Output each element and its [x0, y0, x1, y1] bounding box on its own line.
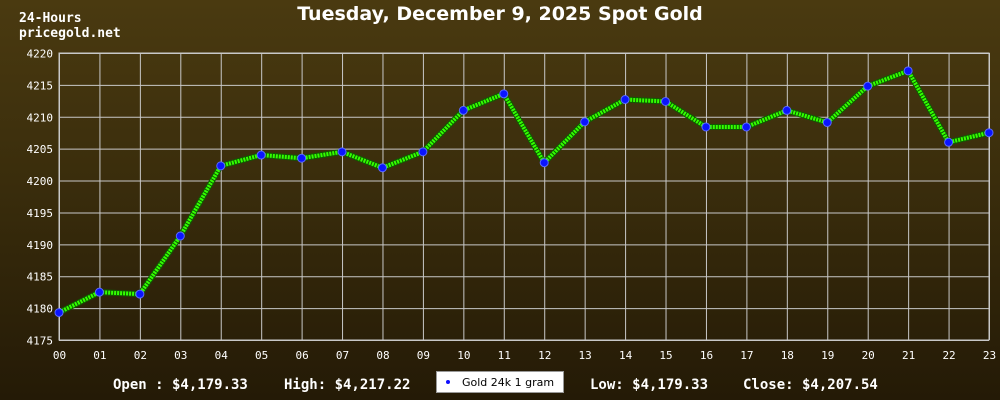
y-tick-label: 4190	[27, 239, 54, 252]
data-point	[782, 105, 792, 115]
x-tick-label: 14	[619, 349, 633, 362]
x-tick-label: 09	[417, 349, 430, 362]
y-tick-label: 4175	[27, 335, 54, 348]
low-price: Low: $4,179.33	[590, 377, 709, 393]
x-tick-label: 08	[376, 349, 389, 362]
data-point	[175, 231, 185, 241]
x-tick-label: 01	[93, 349, 106, 362]
data-point	[418, 147, 428, 157]
data-point	[499, 89, 509, 99]
y-tick-label: 4180	[27, 303, 54, 316]
legend-label: Gold 24k 1 gram	[462, 375, 555, 389]
x-tick-label: 18	[781, 349, 794, 362]
x-tick-label: 05	[255, 349, 268, 362]
data-point	[377, 163, 387, 173]
y-tick-label: 4200	[27, 175, 54, 188]
y-tick-label: 4185	[27, 271, 54, 284]
y-tick-label: 4210	[27, 111, 54, 124]
y-tick-label: 4215	[27, 79, 54, 92]
x-tick-label: 06	[295, 349, 308, 362]
legend: Gold 24k 1 gram	[436, 371, 564, 393]
high-price: High: $4,217.22	[284, 377, 411, 393]
x-tick-label: 17	[740, 349, 753, 362]
data-point	[620, 95, 630, 105]
x-axis-labels: 00 01 02 03 04 05 06 07 08 09 10 11 12 13 14 15 16 17 18 19…	[53, 349, 996, 362]
y-tick-label: 4195	[27, 207, 54, 220]
y-tick-label: 4220	[27, 48, 54, 61]
data-point	[94, 287, 104, 297]
series-gold-24k	[57, 67, 990, 316]
data-point	[822, 118, 832, 128]
data-point	[297, 153, 307, 163]
plot-frame	[58, 52, 990, 341]
x-tick-label: 04	[215, 349, 229, 362]
x-tick-label: 15	[659, 349, 672, 362]
x-tick-label: 03	[174, 349, 187, 362]
data-point	[984, 128, 994, 138]
data-point	[539, 158, 549, 168]
x-tick-label: 23	[983, 349, 996, 362]
x-tick-label: 12	[538, 349, 551, 362]
x-tick-label: 00	[53, 349, 66, 362]
legend-marker	[446, 380, 450, 384]
y-tick-label: 4205	[27, 143, 54, 156]
data-point	[863, 81, 873, 91]
data-points	[54, 66, 994, 318]
site-label: pricegold.net	[19, 26, 121, 41]
data-point	[741, 122, 751, 132]
x-tick-label: 19	[821, 349, 834, 362]
x-tick-label: 16	[700, 349, 713, 362]
data-point	[661, 96, 671, 106]
x-tick-label: 22	[942, 349, 955, 362]
x-tick-label: 21	[902, 349, 915, 362]
close-price: Close: $4,207.54	[743, 377, 878, 393]
data-point	[903, 66, 913, 76]
x-tick-label: 10	[457, 349, 470, 362]
chart-title: Tuesday, December 9, 2025 Spot Gold	[297, 3, 703, 25]
x-tick-label: 11	[498, 349, 511, 362]
data-point	[256, 150, 266, 160]
data-point	[54, 308, 64, 318]
open-price: Open : $4,179.33	[113, 377, 248, 393]
data-point	[135, 289, 145, 299]
data-point	[701, 122, 711, 132]
data-point	[944, 137, 954, 147]
y-axis-labels: 4175 4180 4185 4190 4195 4200 4205 4210 4215 4220	[27, 48, 54, 348]
data-point	[580, 117, 590, 127]
grid	[58, 52, 990, 341]
series-line	[58, 68, 990, 315]
period-label: 24-Hours	[19, 11, 82, 26]
data-point	[458, 105, 468, 115]
x-tick-label: 13	[579, 349, 592, 362]
x-tick-label: 20	[862, 349, 875, 362]
x-tick-label: 07	[336, 349, 349, 362]
data-point	[337, 147, 347, 157]
data-point	[216, 161, 226, 171]
x-tick-label: 02	[134, 349, 147, 362]
